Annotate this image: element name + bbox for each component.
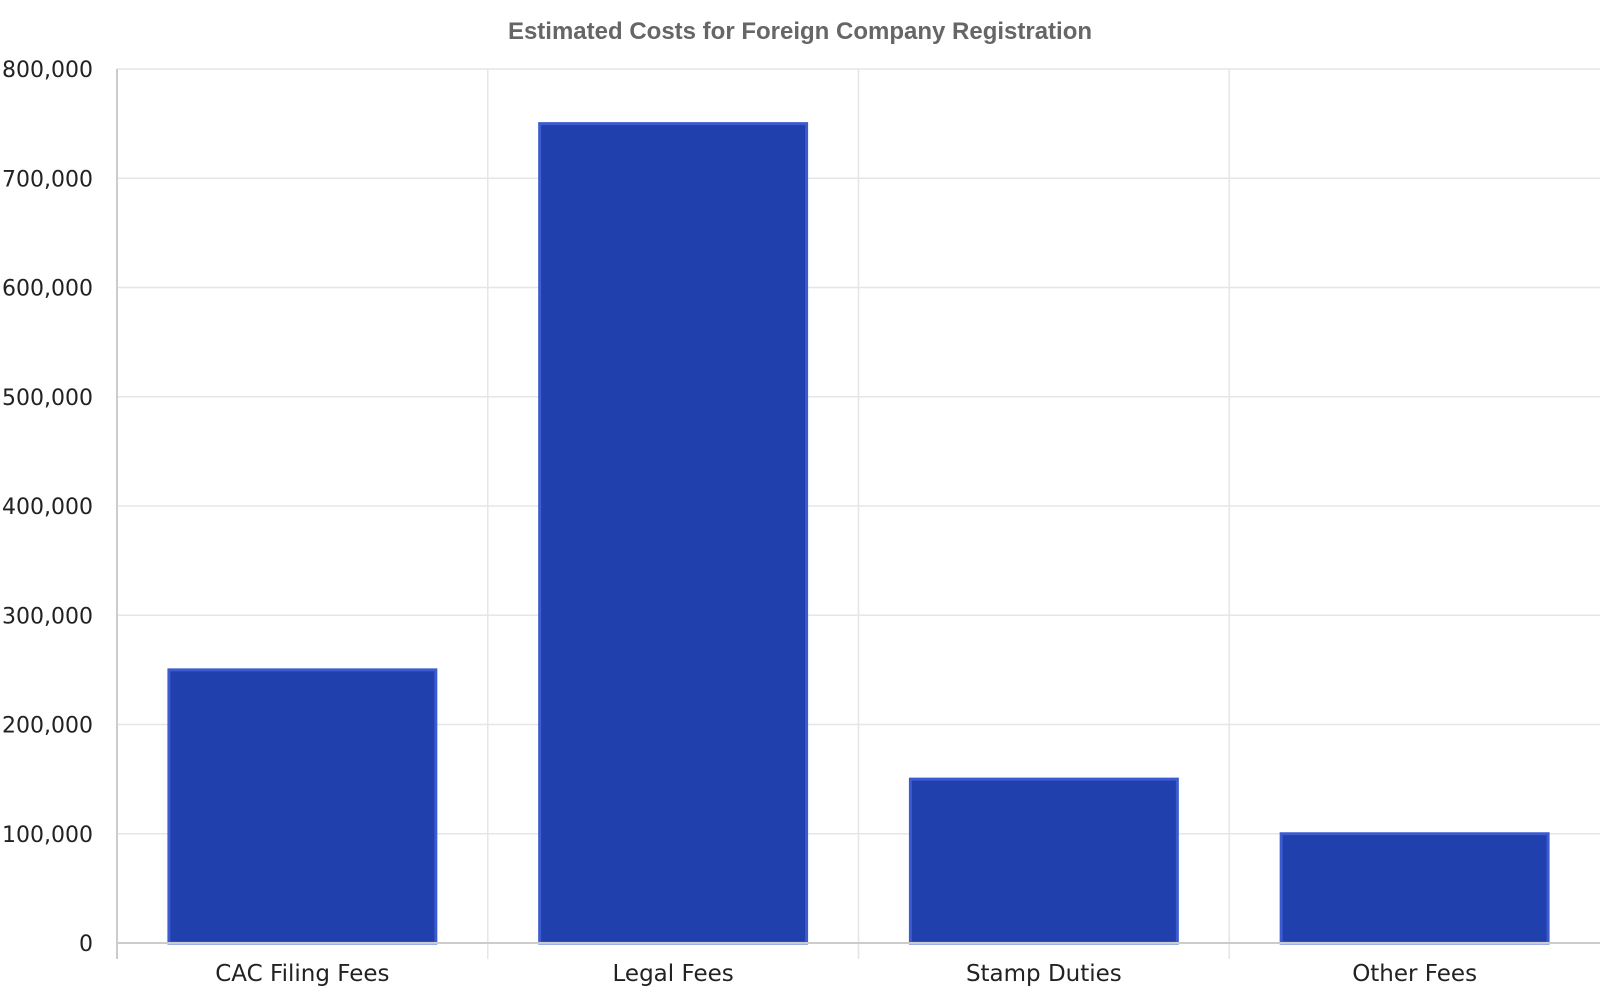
bars xyxy=(167,122,1550,945)
y-tick-label: 400,000 xyxy=(2,495,93,520)
x-tick-label: Legal Fees xyxy=(613,961,734,987)
y-tick-label: 300,000 xyxy=(2,604,93,629)
y-tick-label: 800,000 xyxy=(2,58,93,83)
y-tick-label: 700,000 xyxy=(2,167,93,192)
x-tick-label: Stamp Duties xyxy=(966,961,1122,987)
bar-legal-fees[interactable] xyxy=(538,122,809,945)
y-tick-label: 200,000 xyxy=(2,714,93,739)
x-tick-label: Other Fees xyxy=(1352,961,1477,987)
labels: 0 100,000 200,000 300,000 400,000 500,000 600,… xyxy=(2,58,1477,987)
y-tick-label: 500,000 xyxy=(2,386,93,411)
y-tick-label: 0 xyxy=(79,932,93,957)
axes xyxy=(116,69,1600,959)
y-tick-label: 600,000 xyxy=(2,277,93,302)
bar-stamp-duties[interactable] xyxy=(908,777,1179,945)
y-tick-label: 100,000 xyxy=(2,823,93,848)
x-tick-label: CAC Filing Fees xyxy=(215,961,389,987)
bar-other-fees[interactable] xyxy=(1279,832,1550,945)
bar-cac-filing-fees[interactable] xyxy=(167,668,438,945)
chart-title: Estimated Costs for Foreign Company Regi… xyxy=(507,18,1093,45)
